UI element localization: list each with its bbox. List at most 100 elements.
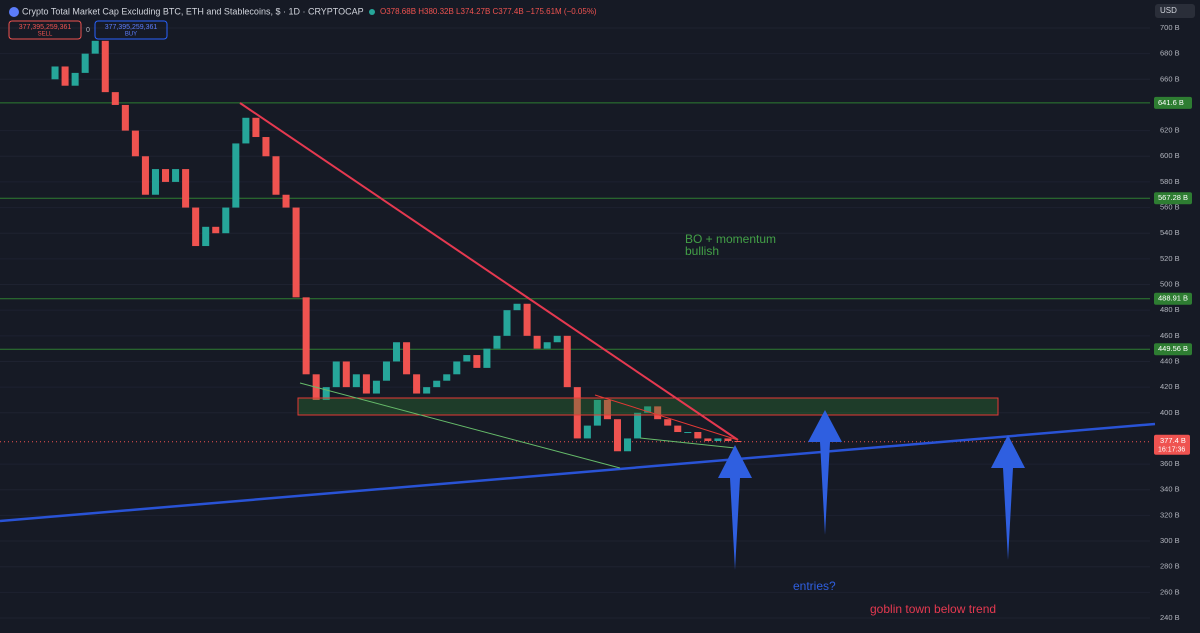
ohlc: O378.68B H380.32B L374.27B C377.4B −175.… [380, 7, 597, 16]
candle [352, 374, 360, 388]
annotation: entries? [793, 579, 836, 593]
y-tick-label: 460 B [1160, 331, 1180, 340]
sell-button[interactable] [8, 20, 82, 40]
y-tick-label: 520 B [1160, 254, 1180, 263]
candle [111, 92, 119, 105]
candle [393, 342, 401, 362]
channel-line [299, 382, 621, 469]
candle [593, 399, 601, 426]
candle [232, 143, 240, 208]
candle [192, 207, 200, 247]
spread: 0 [86, 27, 90, 34]
buy-price: 377,395,259,361 [105, 24, 158, 31]
candle [212, 226, 220, 234]
candle [443, 374, 451, 381]
candle [252, 117, 260, 138]
candle [493, 335, 501, 349]
y-tick-label: 300 B [1160, 536, 1180, 545]
candle [573, 387, 581, 439]
candle [342, 361, 350, 388]
candle [282, 194, 290, 208]
candle [423, 387, 431, 394]
status-dot [369, 9, 375, 15]
y-tick-label: 500 B [1160, 280, 1180, 289]
y-tick-label: 260 B [1160, 587, 1180, 596]
candle [664, 419, 672, 426]
level-tag [1154, 292, 1192, 305]
candle [684, 432, 692, 434]
candle [81, 53, 89, 73]
currency: USD [1160, 6, 1177, 15]
candle [202, 226, 210, 247]
candle [362, 374, 370, 394]
symbol-title: Crypto Total Market Cap Excluding BTC, E… [22, 6, 364, 16]
level-tag [1154, 343, 1192, 356]
candle [182, 169, 190, 208]
buy-button[interactable] [94, 20, 168, 40]
wedge-bottom [639, 437, 736, 449]
candle [131, 130, 139, 157]
wedge-top [594, 394, 739, 441]
candle [242, 117, 250, 144]
candle [563, 335, 571, 388]
candle [613, 419, 621, 452]
y-tick-label: 440 B [1160, 356, 1180, 365]
buy-label: BUY [125, 32, 137, 38]
candle [714, 438, 722, 441]
candle [172, 169, 180, 182]
last-price-label: 377.4 B [1160, 436, 1186, 445]
annotation: bullish [685, 244, 719, 258]
y-tick-label: 540 B [1160, 228, 1180, 237]
countdown: 16:17:36 [1158, 447, 1185, 454]
candle [91, 40, 99, 54]
y-tick-label: 680 B [1160, 49, 1180, 58]
y-tick-label: 580 B [1160, 177, 1180, 186]
candle [583, 425, 591, 439]
y-tick-label: 560 B [1160, 203, 1180, 212]
arrow [808, 410, 842, 535]
candle [141, 156, 149, 195]
candle [121, 104, 129, 131]
annotation: goblin town below trend [870, 602, 996, 616]
level-label: 641.6 B [1158, 98, 1184, 107]
level-tag [1154, 96, 1192, 109]
sell-price: 377,395,259,361 [19, 24, 72, 31]
candle [322, 387, 330, 400]
sell-label: SELL [38, 32, 53, 38]
y-tick-label: 600 B [1160, 151, 1180, 160]
candle [101, 40, 109, 93]
y-tick-label: 360 B [1160, 459, 1180, 468]
candle [413, 374, 421, 394]
candle [162, 169, 170, 182]
candle [624, 438, 632, 452]
candle [272, 156, 280, 195]
last-price-tag [1154, 434, 1190, 455]
candle [302, 297, 310, 375]
candle [222, 207, 230, 234]
level-tag [1154, 192, 1192, 205]
candle [151, 169, 159, 195]
candle [51, 66, 59, 80]
y-tick-label: 620 B [1160, 126, 1180, 135]
level-label: 449.56 B [1158, 344, 1188, 353]
candle [654, 406, 662, 420]
y-tick-label: 700 B [1160, 23, 1180, 32]
y-tick-label: 480 B [1160, 305, 1180, 314]
candle [543, 342, 551, 349]
candle [382, 361, 390, 381]
candle [603, 399, 611, 420]
zone-box [297, 397, 999, 416]
y-tick-label: 280 B [1160, 562, 1180, 571]
currency-button[interactable] [1155, 4, 1195, 18]
y-tick-label: 660 B [1160, 74, 1180, 83]
candle [644, 406, 652, 413]
candle [463, 355, 471, 362]
candle [372, 380, 380, 394]
candle [483, 348, 491, 368]
y-tick-label: 400 B [1160, 408, 1180, 417]
support-trendline [0, 422, 1156, 523]
candle [674, 425, 682, 433]
y-tick-label: 240 B [1160, 613, 1180, 622]
